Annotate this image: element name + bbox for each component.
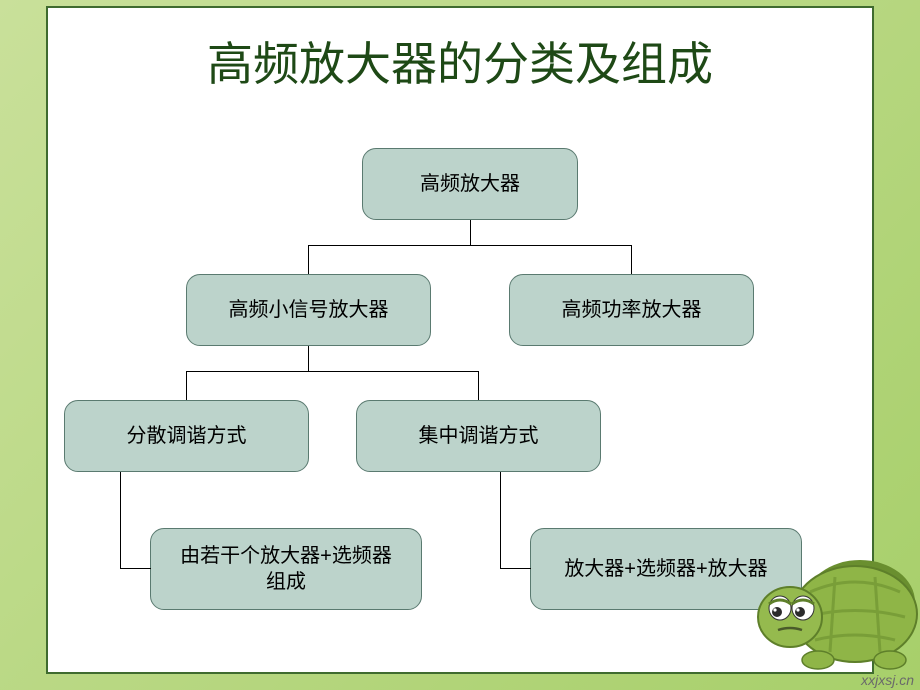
node-label: 放大器+选频器+放大器 xyxy=(564,556,767,582)
node-concentrated: 集中调谐方式 xyxy=(356,400,601,472)
connector xyxy=(500,472,501,569)
connector xyxy=(478,371,479,400)
node-label: 集中调谐方式 xyxy=(419,423,539,449)
node-small-signal: 高频小信号放大器 xyxy=(186,274,431,346)
connector xyxy=(308,346,309,371)
turtle-decoration xyxy=(740,522,920,672)
slide-root: 高频放大器的分类及组成 高频放大器 高频小信号放大器 高频功率放大器 分散调谐方… xyxy=(0,0,920,690)
connector xyxy=(186,371,187,400)
connector xyxy=(186,371,479,372)
connector xyxy=(308,245,632,246)
node-label: 高频功率放大器 xyxy=(562,297,702,323)
connector xyxy=(470,220,471,245)
node-distributed-desc: 由若干个放大器+选频器 组成 xyxy=(150,528,422,610)
connector xyxy=(120,472,121,569)
connector xyxy=(631,245,632,274)
connector xyxy=(500,568,531,569)
node-label: 高频小信号放大器 xyxy=(229,297,389,323)
node-root: 高频放大器 xyxy=(362,148,578,220)
node-distributed: 分散调谐方式 xyxy=(64,400,309,472)
watermark: xxjxsj.cn xyxy=(861,672,914,688)
node-power-amp: 高频功率放大器 xyxy=(509,274,754,346)
connector xyxy=(308,245,309,274)
page-title: 高频放大器的分类及组成 xyxy=(46,28,874,94)
connector xyxy=(120,568,151,569)
node-label: 分散调谐方式 xyxy=(127,423,247,449)
node-label: 高频放大器 xyxy=(420,171,520,197)
node-label: 由若干个放大器+选频器 组成 xyxy=(180,543,392,595)
